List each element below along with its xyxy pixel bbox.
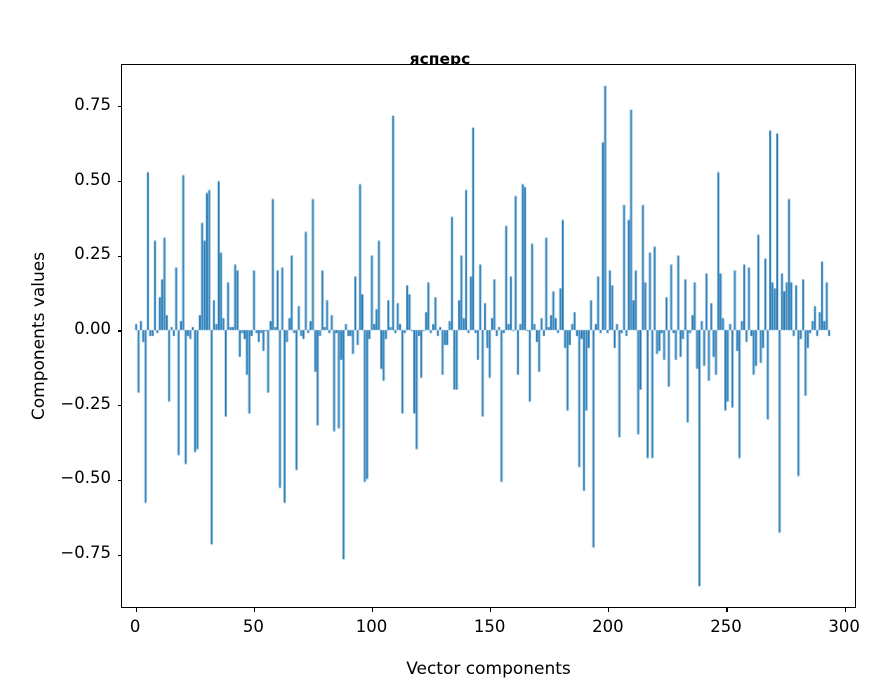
- y-tick-label: 0.00: [74, 319, 111, 339]
- bar-series-canvas: [122, 65, 855, 607]
- x-tick-mark: [490, 607, 492, 612]
- x-tick-label: 250: [710, 617, 742, 636]
- chart-title-line-1: ясперс: [409, 50, 471, 69]
- y-tick-label: −0.50: [60, 468, 111, 488]
- plot-axes: [117, 64, 856, 612]
- y-tick-mark: [117, 255, 122, 257]
- x-tick-label: 0: [129, 617, 141, 636]
- y-tick-label: −0.75: [60, 543, 111, 563]
- x-tick-label: 50: [242, 617, 264, 636]
- x-tick-mark: [844, 607, 846, 612]
- x-tick-mark: [371, 607, 374, 612]
- x-tick-label: 200: [592, 617, 624, 636]
- x-tick-label: 150: [473, 617, 506, 636]
- x-tick-mark: [253, 607, 255, 612]
- x-tick-label: 100: [355, 617, 388, 636]
- y-tick-mark: [117, 106, 122, 108]
- x-axis-label: Vector components: [406, 659, 571, 679]
- x-tick-mark: [608, 607, 610, 612]
- y-tick-mark: [117, 330, 122, 332]
- y-tick-label: 0.50: [74, 169, 111, 189]
- x-tick-mark: [135, 607, 137, 612]
- y-tick-mark: [117, 554, 122, 556]
- y-tick-mark: [117, 180, 122, 183]
- y-axis-label: Components values: [29, 251, 49, 421]
- x-tick-label: 300: [828, 617, 860, 636]
- y-tick-mark: [117, 405, 122, 407]
- y-tick-label: −0.25: [60, 393, 111, 413]
- y-tick-mark: [117, 479, 122, 482]
- x-tick-mark: [726, 607, 728, 612]
- y-tick-label: 0.25: [74, 244, 111, 264]
- y-tick-label: 0.75: [74, 94, 111, 114]
